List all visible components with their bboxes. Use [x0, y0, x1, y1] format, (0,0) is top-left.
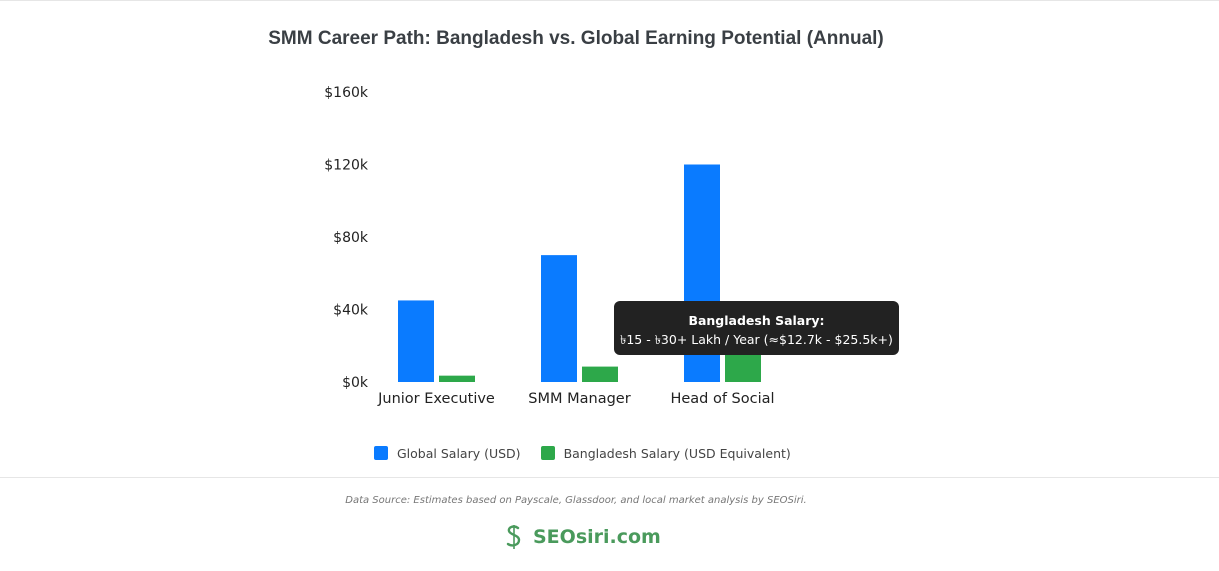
bar-chart: $0k $40k $80k $120k $160k Junior Executive SM… [324, 85, 774, 407]
footer-divider [0, 477, 1219, 478]
chart-title: SMM Career Path: Bangladesh vs. Global E… [268, 28, 884, 49]
tooltip-title: Bangladesh Salary: [688, 313, 825, 328]
legend-label-bangladesh: Bangladesh Salary (USD Equivalent) [563, 445, 791, 461]
bar-global[interactable] [541, 255, 577, 382]
bar-bangladesh[interactable] [582, 366, 618, 382]
legend-item-global[interactable]: Global Salary (USD) [374, 446, 521, 461]
x-category-label: Junior Executive [377, 391, 495, 407]
y-tick-label: $120k [324, 158, 369, 174]
legend-item-bangladesh[interactable]: Bangladesh Salary (USD Equivalent) [540, 445, 791, 461]
tooltip-body: ৳15 - ৳30+ Lakh / Year (≈$12.7k - $25.5k… [620, 332, 893, 347]
bar-global[interactable] [398, 300, 434, 382]
x-category-label: Head of Social [670, 391, 774, 407]
legend: Global Salary (USD) Bangladesh Salary (U… [374, 444, 811, 462]
y-tick-label: $80k [333, 230, 369, 246]
legend-label-global: Global Salary (USD) [397, 445, 521, 461]
y-tick-label: $0k [342, 375, 369, 391]
bar-tooltip: Bangladesh Salary: ৳15 - ৳30+ Lakh / Yea… [614, 301, 899, 355]
data-source-note: Data Source: Estimates based on Payscale… [345, 495, 807, 506]
bar-bangladesh[interactable] [439, 375, 475, 382]
x-axis: Junior Executive SMM Manager Head of Socia… [377, 391, 774, 407]
y-tick-label: $160k [324, 85, 369, 101]
y-axis: $0k $40k $80k $120k $160k [324, 85, 369, 391]
seosiri-logo-icon [506, 525, 521, 549]
brand-name: SEOsiri.com [533, 526, 661, 548]
brand-logo-link[interactable]: SEOsiri.com [505, 523, 661, 551]
y-tick-label: $40k [333, 303, 369, 319]
top-divider [0, 0, 1219, 1]
legend-swatch-bangladesh [540, 446, 555, 460]
legend-swatch-global [374, 446, 388, 460]
x-category-label: SMM Manager [528, 391, 630, 407]
